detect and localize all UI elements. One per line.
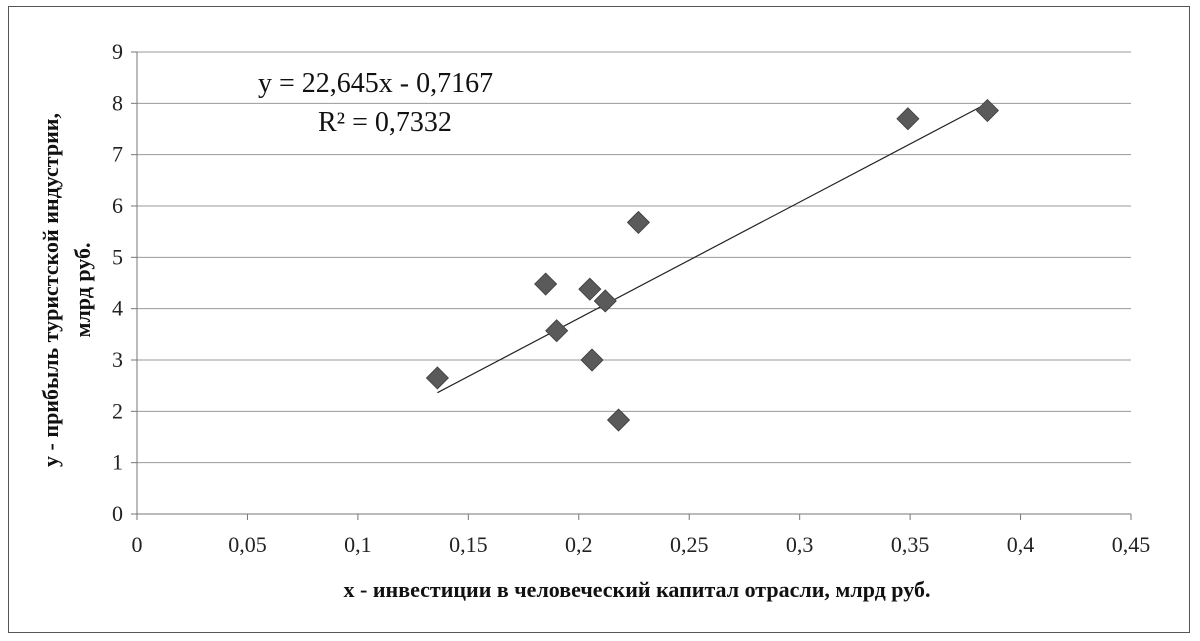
data-point (975, 98, 999, 123)
trendline-equation: y = 22,645x - 0,7167 (258, 68, 493, 99)
y-tick-label: 7 (112, 142, 123, 167)
y-tick-label: 5 (112, 244, 123, 269)
data-point (545, 319, 569, 343)
x-tick-label: 0,1 (344, 532, 372, 557)
data-point (626, 210, 650, 234)
x-axis-title: x - инвестиции в человеческий капитал от… (344, 577, 931, 602)
trendline (437, 102, 988, 394)
data-point (593, 289, 617, 313)
x-tick-label: 0,05 (228, 532, 267, 557)
y-tick-label: 3 (112, 347, 123, 372)
y-tick-label: 4 (112, 296, 123, 321)
x-tick-labels: 0 0,05 0,1 0,15 0,2 0,25 0,3 0,35 0,4 0,45 (132, 532, 1151, 557)
trendline-group (437, 102, 988, 394)
y-tick-labels: 0 1 2 3 4 5 6 7 8 9 (112, 39, 123, 526)
x-tick-label: 0,2 (565, 532, 593, 557)
x-tick-label: 0,35 (891, 532, 930, 557)
data-point (534, 272, 558, 296)
x-tick-label: 0,15 (449, 532, 488, 557)
x-tick-label: 0,25 (670, 532, 709, 557)
data-point (896, 107, 920, 131)
data-point (425, 366, 449, 390)
x-tick-label: 0 (132, 532, 143, 557)
y-tick-label: 2 (112, 398, 123, 423)
data-point (606, 408, 631, 432)
y-axis-title-line1: y - прибыль туристской индустрии, (38, 113, 63, 467)
x-tick-label: 0,3 (786, 532, 814, 557)
y-tick-label: 1 (112, 450, 123, 475)
x-tick-label: 0,45 (1112, 532, 1151, 557)
y-tick-label: 8 (112, 90, 123, 115)
r-squared-label: R² = 0,7332 (318, 107, 452, 138)
y-tick-label: 0 (112, 501, 123, 526)
y-tick-label: 9 (112, 39, 123, 64)
data-point (578, 277, 602, 301)
axes (131, 51, 1132, 520)
data-point (580, 348, 604, 372)
x-tick-label: 0,4 (1007, 532, 1035, 557)
y-axis-title-line2: млрд руб. (70, 242, 95, 337)
y-tick-label: 6 (112, 193, 123, 218)
data-points (425, 98, 999, 432)
gridlines (137, 51, 1131, 464)
